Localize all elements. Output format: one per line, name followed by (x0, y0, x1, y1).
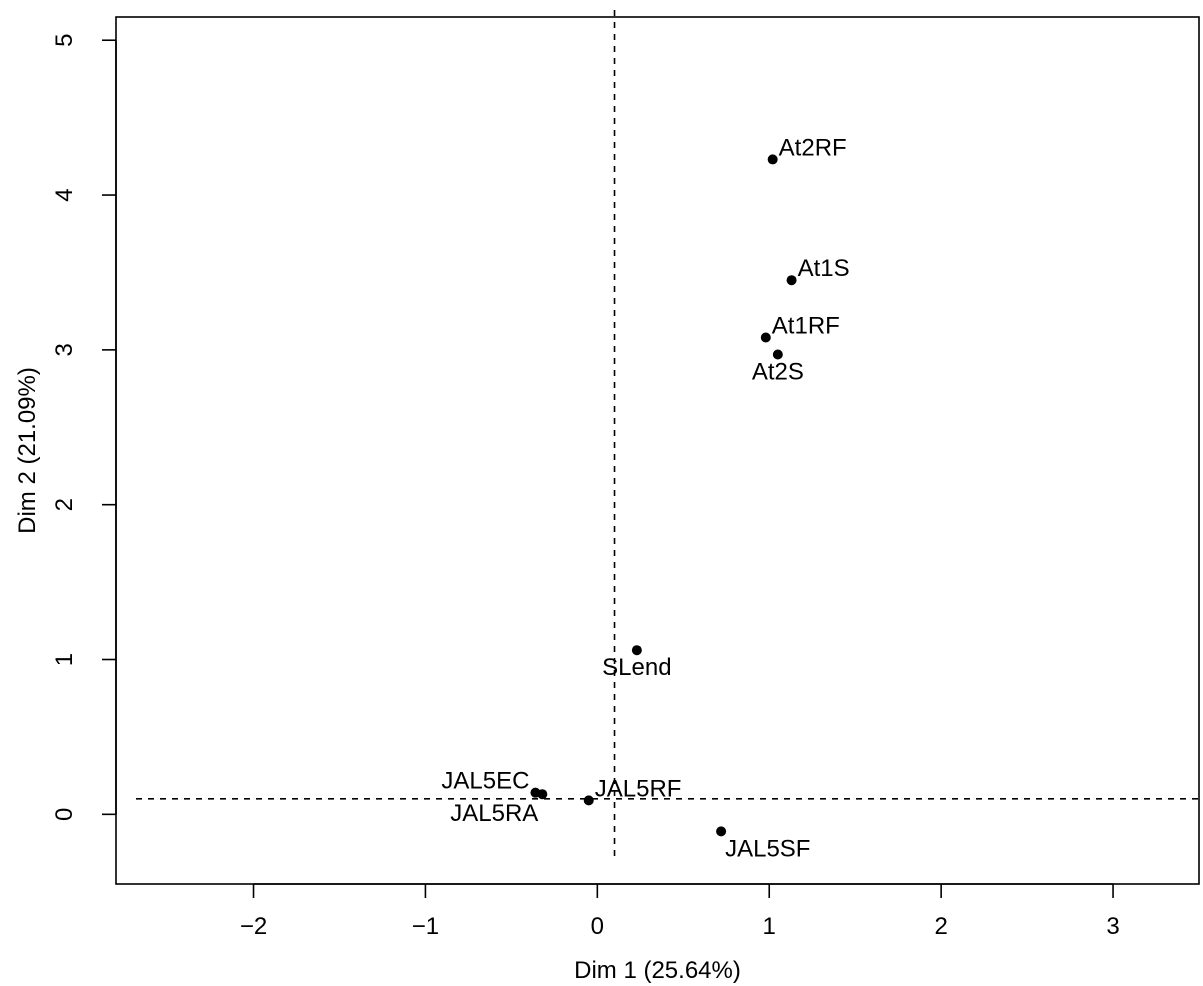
data-point (786, 275, 797, 286)
x-tick-label: −2 (240, 913, 267, 940)
y-axis: 0 1 2 3 4 5 (51, 34, 117, 821)
x-tick-label: −1 (412, 913, 439, 940)
point-label: At2RF (779, 134, 847, 161)
point-label: At1S (798, 255, 850, 282)
point-label: JAL5SF (725, 835, 810, 862)
x-tick-label: 2 (934, 913, 947, 940)
reference-lines (136, 10, 1199, 858)
point-label: At1RF (772, 312, 840, 339)
x-tick-label: 1 (763, 913, 776, 940)
data-point (760, 332, 771, 343)
plot-frame (115, 16, 1200, 885)
y-tick-label: 1 (51, 653, 78, 666)
data-point (716, 826, 727, 837)
x-axis-title: Dim 1 (25.64%) (574, 957, 741, 984)
y-axis-title: Dim 2 (21.09%) (14, 367, 41, 534)
point-label: SLend (602, 654, 671, 681)
point-label: JAL5EC (441, 768, 529, 795)
point-label: JAL5RA (450, 800, 538, 827)
y-tick-label: 4 (51, 188, 78, 201)
data-point (537, 789, 548, 800)
data-point (767, 154, 778, 165)
point-label: JAL5RF (595, 775, 682, 802)
data-point (772, 349, 783, 360)
y-tick-label: 2 (51, 498, 78, 511)
x-axis: −2 −1 0 1 2 3 (240, 883, 1120, 940)
x-tick-label: 0 (591, 913, 604, 940)
y-tick-label: 3 (51, 343, 78, 356)
point-label: At2S (752, 359, 804, 386)
x-tick-label: 3 (1106, 913, 1119, 940)
y-tick-label: 5 (51, 34, 78, 47)
data-point (631, 645, 642, 656)
data-point (583, 795, 594, 806)
data-points: At2RF At1S At1RF At2S SLend JAL5EC JAL5RA JAL5R… (441, 134, 849, 862)
y-tick-label: 0 (51, 808, 78, 821)
